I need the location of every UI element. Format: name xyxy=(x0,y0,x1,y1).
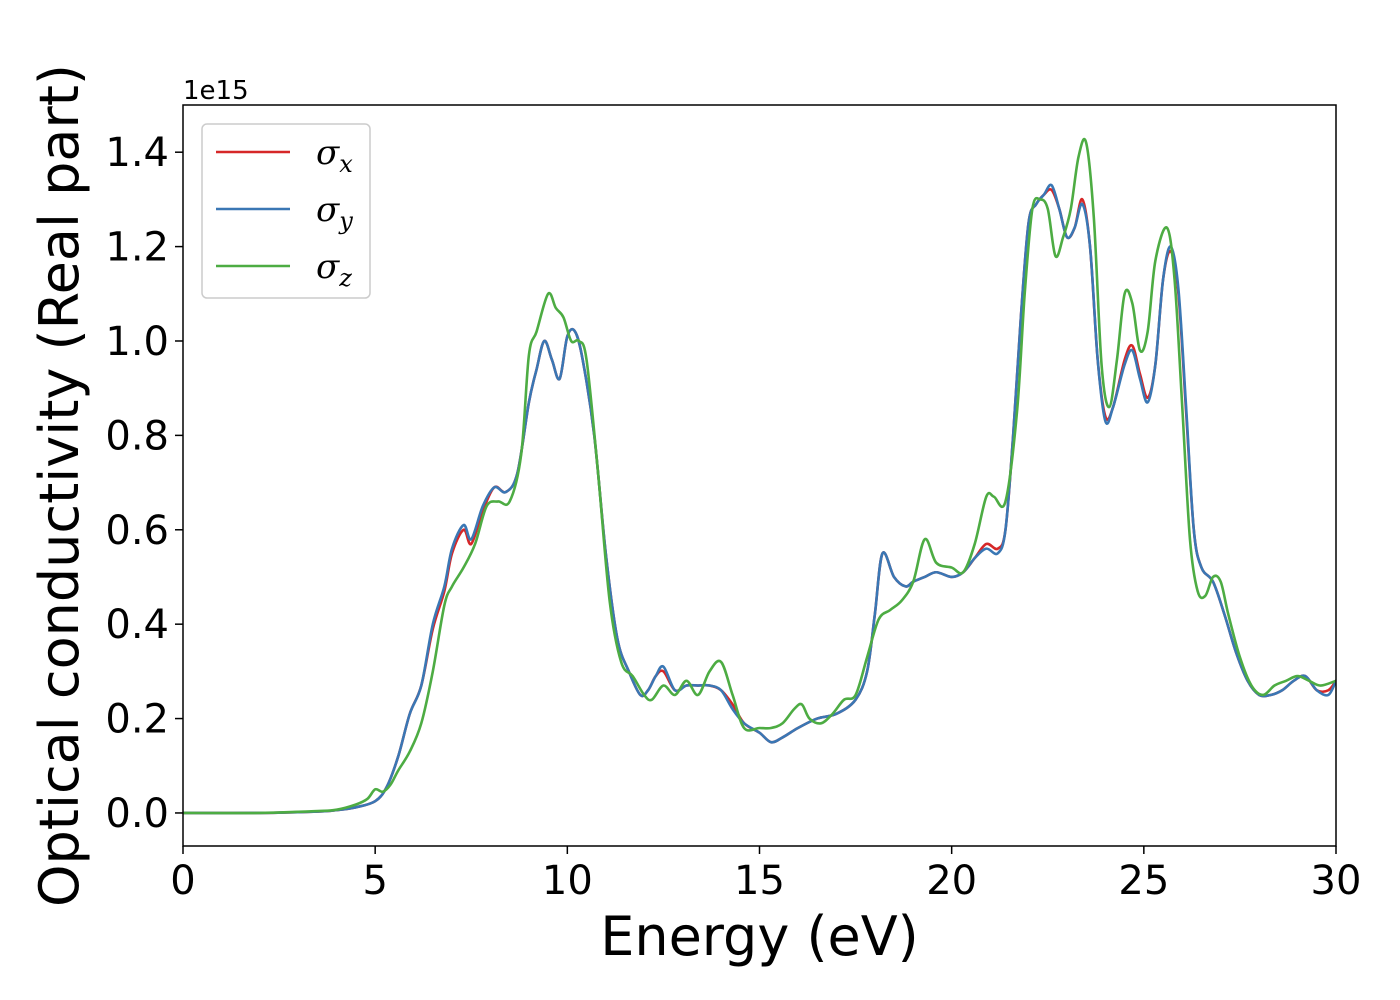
x-tick-label: 5 xyxy=(362,858,387,904)
y-tick-label: 0.8 xyxy=(105,413,169,459)
legend: σx σy σz xyxy=(201,123,371,299)
y-tick-label: 0.2 xyxy=(105,697,169,743)
series-layer xyxy=(183,137,1336,815)
x-tick-label: 20 xyxy=(926,858,977,904)
x-axis-title: Energy (eV) xyxy=(600,905,919,968)
legend-label-x: σx xyxy=(316,133,353,178)
y-axis-title: Optical conductivity (Real part) xyxy=(28,64,91,907)
series-line-z xyxy=(183,137,1336,815)
y-tick-label: 0.4 xyxy=(105,602,169,648)
legend-label-y: σy xyxy=(316,190,353,235)
y-tick-label: 1.4 xyxy=(105,130,169,176)
x-tick-label: 30 xyxy=(1311,858,1362,904)
ticks-layer: 0 5 10 15 20 25 30 0.0 0.2 0.4 0.6 0.8 1.0 1.2 1.4 xyxy=(105,130,1361,904)
legend-box xyxy=(201,123,371,299)
x-tick-label: 10 xyxy=(542,858,593,904)
x-tick-label: 0 xyxy=(170,858,195,904)
y-tick-label: 0.0 xyxy=(105,791,169,837)
legend-label-z: σz xyxy=(316,247,352,292)
series-line-y xyxy=(183,183,1336,815)
x-tick-label: 25 xyxy=(1118,858,1169,904)
y-offset-label: 1e15 xyxy=(183,76,249,106)
x-tick-label: 15 xyxy=(734,858,785,904)
y-tick-label: 1.0 xyxy=(105,319,169,365)
y-tick-label: 0.6 xyxy=(105,508,169,554)
y-tick-label: 1.2 xyxy=(105,225,169,271)
